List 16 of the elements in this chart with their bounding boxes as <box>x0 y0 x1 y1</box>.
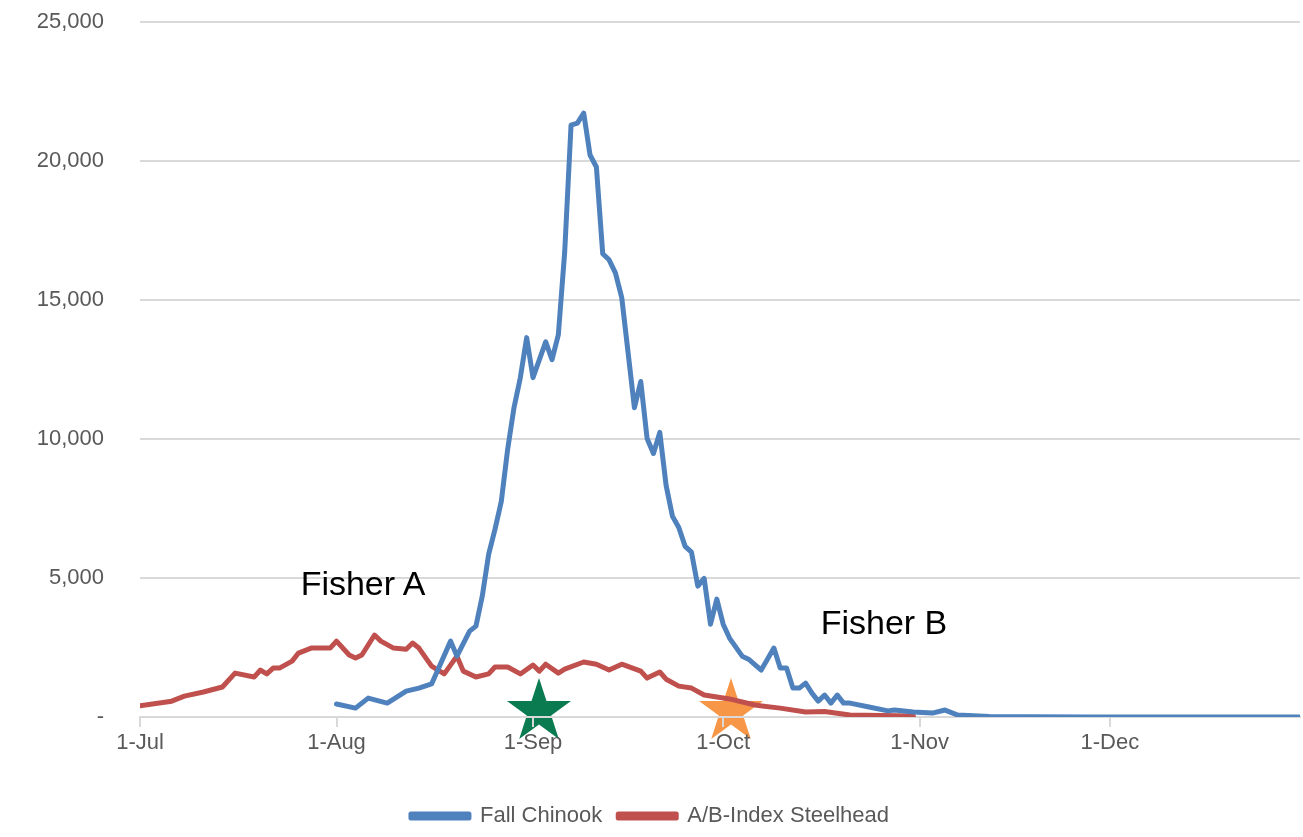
x-tick-label: 1-Oct <box>696 729 751 755</box>
annotation: Fisher A <box>300 563 426 603</box>
legend-label: Fall Chinook <box>479 802 604 828</box>
x-tick-label: 1-Dec <box>1080 729 1140 755</box>
y-tick-label: 10,000 <box>36 425 104 451</box>
legend-label: A/B-Index Steelhead <box>687 802 890 828</box>
y-tick-label: - <box>96 703 104 729</box>
y-tick-label: 20,000 <box>36 147 104 173</box>
annotation: Fisher B <box>820 602 948 642</box>
x-tick-label: 1-Jul <box>116 729 164 755</box>
x-tick-label: 1-Nov <box>890 729 950 755</box>
x-tick-label: 1-Sep <box>503 729 563 755</box>
x-tick-label: 1-Aug <box>307 729 366 755</box>
y-tick-label: 25,000 <box>36 8 104 34</box>
y-tick-label: 5,000 <box>48 564 104 590</box>
y-tick-label: 15,000 <box>36 286 104 312</box>
